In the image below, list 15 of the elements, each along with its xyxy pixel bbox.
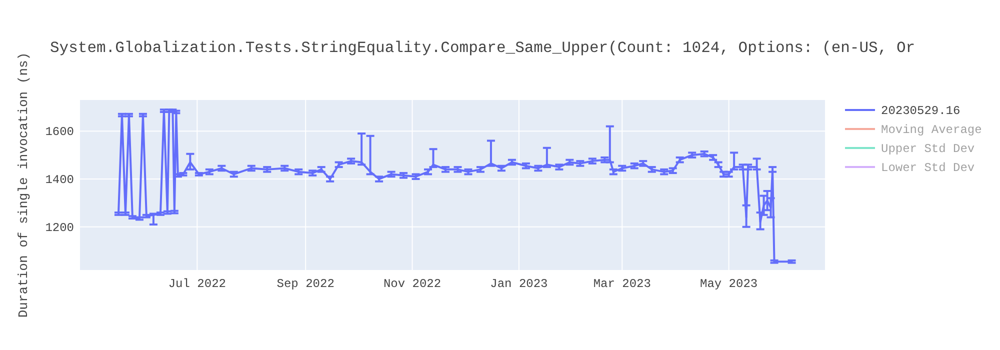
legend-label: Moving Average <box>881 123 982 137</box>
x-tick-label: Mar 2023 <box>593 277 651 291</box>
y-tick-label: 1600 <box>45 125 74 140</box>
x-tick-label: Jul 2022 <box>168 277 226 291</box>
y-tick-label: 1200 <box>45 220 74 235</box>
legend-label: Lower Std Dev <box>881 161 975 175</box>
y-axis-title: Duration of single invocation (ns) <box>16 52 31 318</box>
chart-title: System.Globalization.Tests.StringEquality.Compare_Same_Upper(Count: 1024, Options: (en-US, Or <box>50 39 916 57</box>
legend-label: Upper Std Dev <box>881 142 975 156</box>
x-tick-label: Nov 2022 <box>383 277 442 291</box>
x-tick-label: Jan 2023 <box>490 277 548 291</box>
y-tick-label: 1400 <box>45 173 74 188</box>
x-tick-label: May 2023 <box>700 277 758 291</box>
legend-label: 20230529.16 <box>881 104 960 118</box>
x-tick-label: Sep 2022 <box>276 277 334 291</box>
